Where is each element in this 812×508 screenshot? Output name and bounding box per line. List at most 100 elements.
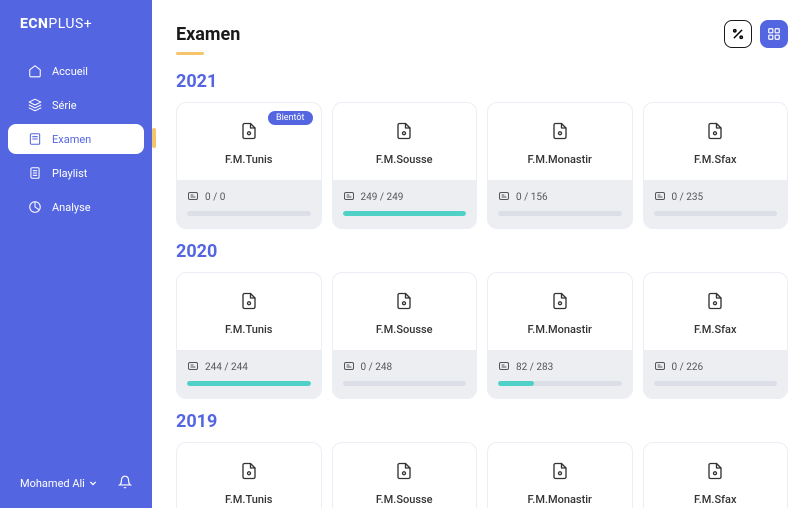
stats-text: 0 / 0 xyxy=(205,192,225,203)
sidebar-active-marker xyxy=(152,128,156,148)
nav-item-examen[interactable]: Examen xyxy=(8,124,144,154)
card-stats: 0 / 226 xyxy=(644,350,788,398)
exam-card[interactable]: F.M.Sousse 0 / 248 xyxy=(332,272,478,399)
document-icon xyxy=(706,461,724,485)
nav-item-playlist[interactable]: Playlist xyxy=(8,158,144,188)
card-stats: 0 / 0 xyxy=(177,180,321,228)
stats-text: 0 / 226 xyxy=(672,362,704,373)
stats-icon xyxy=(498,360,510,375)
page-header: Examen xyxy=(176,20,788,48)
logo-bold: ECN xyxy=(20,16,48,32)
document-icon xyxy=(706,291,724,315)
card-name: F.M.Monastir xyxy=(528,153,592,166)
stats-text: 82 / 283 xyxy=(516,362,553,373)
progress-bar xyxy=(654,211,778,216)
exam-card[interactable]: F.M.Sfax 0 / 226 xyxy=(643,272,789,399)
page-title: Examen xyxy=(176,24,240,45)
stats-icon xyxy=(187,360,199,375)
card-top: F.M.Monastir xyxy=(488,273,632,350)
nav-label: Série xyxy=(52,99,77,112)
exam-card[interactable]: F.M.Monastir 0 / 156 xyxy=(487,102,633,229)
card-grid: Bientôt F.M.Tunis 0 / 0 F.M.Sousse 249 /… xyxy=(176,102,788,229)
card-name: F.M.Monastir xyxy=(528,323,592,336)
progress-bar xyxy=(187,211,311,216)
card-name: F.M.Tunis xyxy=(225,323,272,336)
card-top: F.M.Monastir xyxy=(488,443,632,508)
grid-view-button[interactable] xyxy=(760,20,788,48)
logo-light: PLUS+ xyxy=(48,16,92,32)
card-top: F.M.Monastir xyxy=(488,103,632,180)
view-toggle xyxy=(724,20,788,48)
list-icon xyxy=(28,166,42,180)
card-top: F.M.Tunis xyxy=(177,273,321,350)
percent-view-button[interactable] xyxy=(724,20,752,48)
stats-icon xyxy=(498,190,510,205)
year-heading: 2021 xyxy=(176,71,788,92)
sidebar: ECNPLUS+ Accueil Série Examen Playlist Analy… xyxy=(0,0,152,508)
card-top: F.M.Sousse xyxy=(333,273,477,350)
stats-text: 0 / 248 xyxy=(361,362,393,373)
card-stats: 244 / 244 xyxy=(177,350,321,398)
exam-card[interactable]: F.M.Sfax 0 / 235 xyxy=(643,102,789,229)
exam-icon xyxy=(28,132,42,146)
chevron-down-icon xyxy=(89,477,97,490)
nav-label: Playlist xyxy=(52,167,87,180)
exam-card[interactable]: F.M.Monastir 82 / 283 xyxy=(487,272,633,399)
card-name: F.M.Sfax xyxy=(694,323,736,336)
exam-card[interactable]: Bientôt F.M.Tunis 0 / 0 xyxy=(176,102,322,229)
nav-label: Accueil xyxy=(52,65,88,78)
document-icon xyxy=(551,121,569,145)
bell-icon[interactable] xyxy=(118,475,132,492)
document-icon xyxy=(240,461,258,485)
progress-bar xyxy=(187,381,311,386)
stats-icon xyxy=(187,190,199,205)
stats-icon xyxy=(343,360,355,375)
card-top: F.M.Sousse xyxy=(333,443,477,508)
year-heading: 2019 xyxy=(176,411,788,432)
card-name: F.M.Sousse xyxy=(376,153,433,166)
card-name: F.M.Tunis xyxy=(225,493,272,506)
card-stats: 0 / 248 xyxy=(333,350,477,398)
user-menu[interactable]: Mohamed Ali xyxy=(20,477,97,490)
logo: ECNPLUS+ xyxy=(0,16,152,52)
exam-card[interactable]: F.M.Sousse 249 / 249 xyxy=(332,102,478,229)
card-name: F.M.Sfax xyxy=(694,493,736,506)
card-top: F.M.Sfax xyxy=(644,103,788,180)
stats-text: 244 / 244 xyxy=(205,362,248,373)
stats-icon xyxy=(654,360,666,375)
progress-fill xyxy=(343,211,467,216)
card-name: F.M.Sousse xyxy=(376,323,433,336)
progress-bar xyxy=(498,211,622,216)
nav-item-analyse[interactable]: Analyse xyxy=(8,192,144,222)
stats-icon xyxy=(654,190,666,205)
nav-item-serie[interactable]: Série xyxy=(8,90,144,120)
badge: Bientôt xyxy=(268,111,312,125)
card-stats: 0 / 156 xyxy=(488,180,632,228)
card-name: F.M.Monastir xyxy=(528,493,592,506)
card-name: F.M.Sousse xyxy=(376,493,433,506)
card-stats: 249 / 249 xyxy=(333,180,477,228)
exam-card[interactable]: F.M.Monastir xyxy=(487,442,633,508)
card-top: F.M.Sousse xyxy=(333,103,477,180)
title-underline xyxy=(176,52,204,55)
nav-label: Analyse xyxy=(52,201,91,214)
document-icon xyxy=(706,121,724,145)
exam-card[interactable]: F.M.Sousse xyxy=(332,442,478,508)
document-icon xyxy=(551,291,569,315)
progress-bar xyxy=(343,381,467,386)
exam-card[interactable]: F.M.Sfax xyxy=(643,442,789,508)
year-heading: 2020 xyxy=(176,241,788,262)
card-grid: F.M.Tunis F.M.Sousse F.M.Monastir F.M.Sf… xyxy=(176,442,788,508)
document-icon xyxy=(551,461,569,485)
stats-icon xyxy=(343,190,355,205)
card-grid: F.M.Tunis 244 / 244 F.M.Sousse 0 / 248 F… xyxy=(176,272,788,399)
user-name: Mohamed Ali xyxy=(20,477,85,490)
exam-card[interactable]: F.M.Tunis xyxy=(176,442,322,508)
exam-card[interactable]: F.M.Tunis 244 / 244 xyxy=(176,272,322,399)
chart-icon xyxy=(28,200,42,214)
nav-label: Examen xyxy=(52,133,91,146)
stats-text: 249 / 249 xyxy=(361,192,404,203)
progress-bar xyxy=(343,211,467,216)
nav-item-accueil[interactable]: Accueil xyxy=(8,56,144,86)
stats-text: 0 / 235 xyxy=(672,192,704,203)
